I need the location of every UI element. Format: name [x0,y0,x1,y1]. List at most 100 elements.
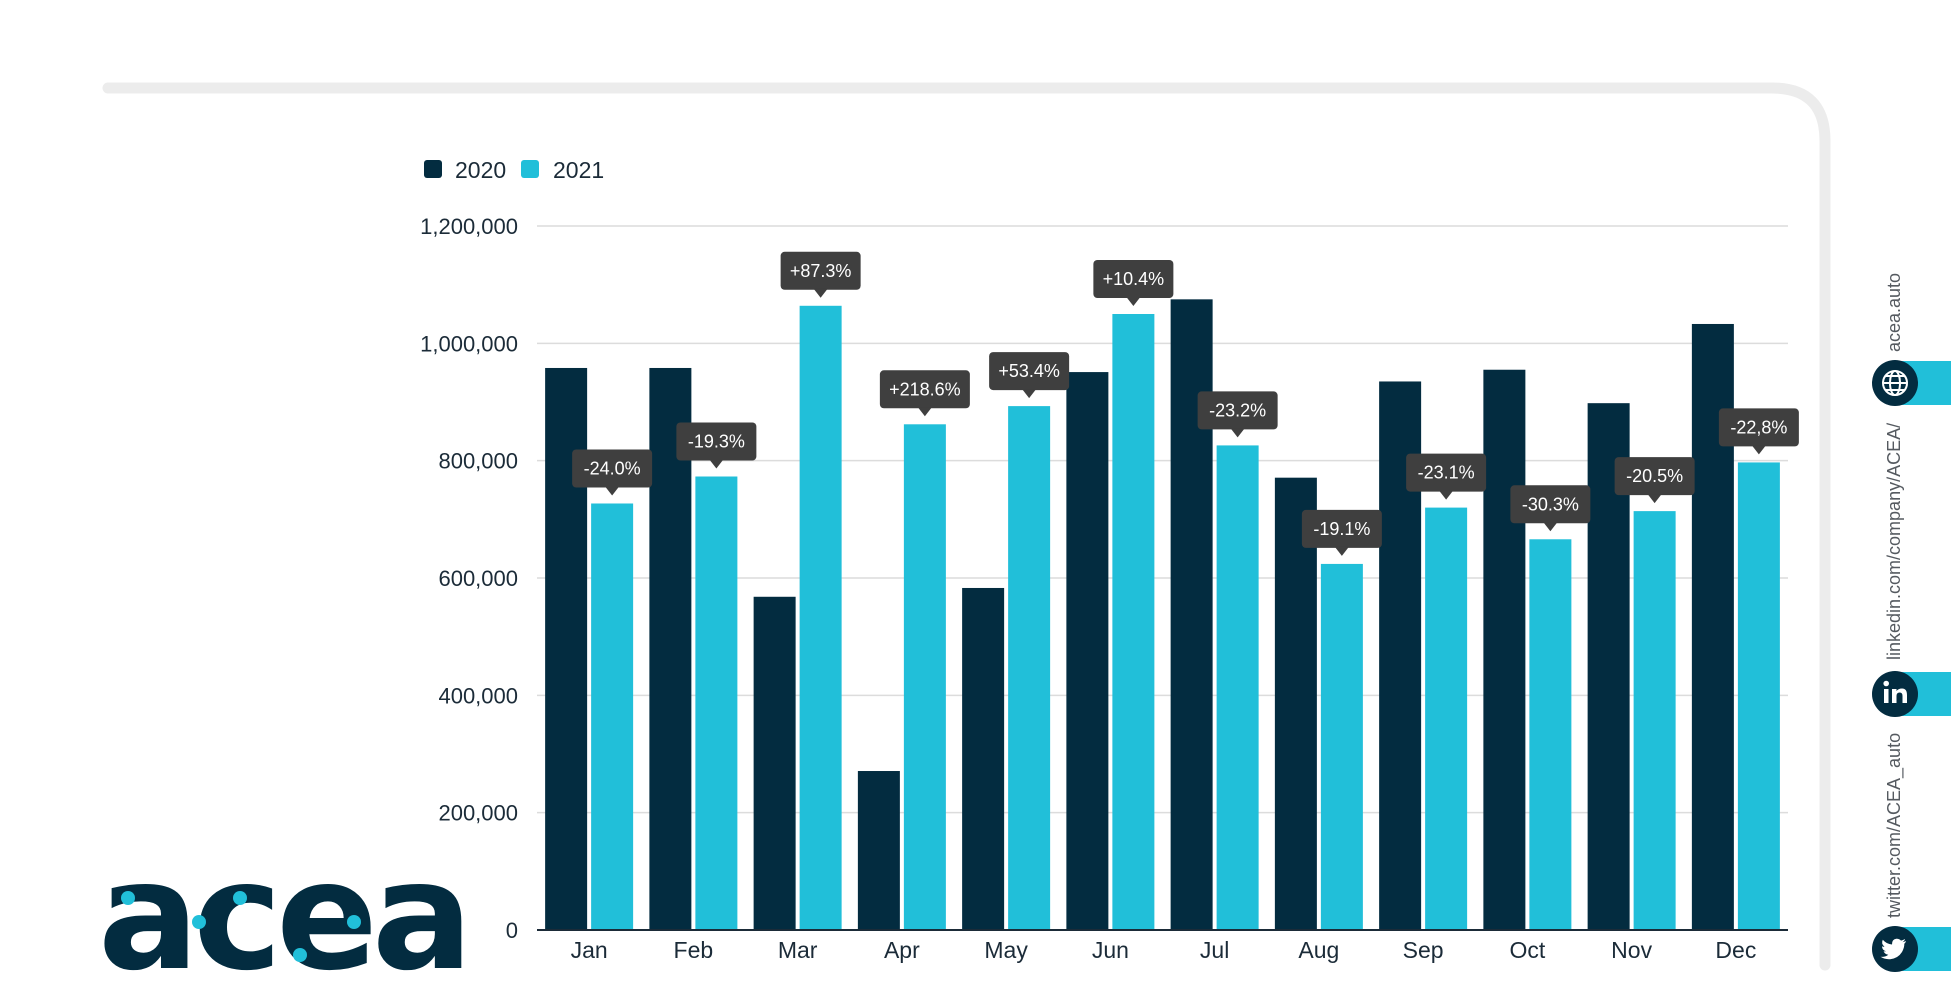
callout-label: -23.2% [1209,400,1266,420]
y-tick-label: 1,000,000 [420,331,518,356]
callout-label: -24.0% [584,458,641,478]
change-callout: -19.1% [1301,509,1382,556]
bar-2020-may [962,587,1005,930]
change-callout: +10.4% [1093,260,1174,306]
callout-box [780,251,861,290]
x-tick-label: Nov [1611,937,1652,963]
callout-label: -23.1% [1418,463,1475,483]
linkedin-icon [1883,680,1907,703]
bar-2021-jan [591,503,634,930]
callout-pointer [1647,494,1662,504]
y-tick-label: 0 [506,918,518,943]
grid-lines [537,225,1788,814]
logo-wordmark: acea [98,830,467,1002]
change-callout: -20.5% [1614,457,1695,504]
callout-pointer [605,486,620,496]
change-callout: -23.1% [1406,453,1487,500]
bar-2021-apr [903,424,946,930]
callout-box [989,352,1070,391]
bar-2021-dec [1737,462,1780,930]
card-frame [102,82,1831,971]
y-tick-label: 600,000 [438,566,518,591]
logo-dot [293,948,307,962]
callout-pointer [917,407,932,417]
x-tick-label: Jul [1200,937,1229,963]
callout-label: +10.4% [1103,269,1165,289]
x-tick-label: Aug [1298,937,1339,963]
y-tick-label: 1,200,000 [420,214,518,239]
bar-2020-aug [1274,477,1317,930]
twitter-label[interactable]: twitter.com/ACEA_auto [1884,733,1905,918]
bar-2021-oct [1529,539,1572,930]
callout-pointer [813,288,828,298]
callout-label: -19.3% [688,432,745,452]
bar-2021-feb [695,476,738,930]
x-axis-labels: Jan Feb Mar Apr May Jun Jul Aug Sep Oct Nov Dec [571,937,1757,963]
callout-pointer [1439,490,1454,500]
change-callout: +218.6% [879,370,970,417]
logo-dot [233,891,247,905]
callout-label: -19.1% [1313,519,1370,539]
x-tick-label: Jan [571,937,608,963]
callout-box [1301,509,1382,548]
callout-box [572,449,653,488]
bar-2020-jun [1066,372,1109,931]
change-callout: +53.4% [989,352,1070,399]
callout-box [676,422,757,461]
linkedin-label[interactable]: linkedin.com/company/ACEA/ [1884,423,1904,660]
callout-label: +53.4% [998,361,1060,381]
callout-box [1718,408,1799,447]
y-axis-ticks: 0 200,000 400,000 600,000 800,000 1,000,000 1,… [420,214,518,943]
x-tick-label: Feb [674,937,714,963]
callout-label: +87.3% [790,261,852,281]
x-tick-label: Sep [1403,937,1444,963]
bar-series [545,299,1780,931]
x-tick-label: Apr [884,937,920,963]
logo-dot [347,915,361,929]
callout-label: -20.5% [1626,466,1683,486]
y-tick-label: 800,000 [438,449,518,474]
callout-box [1614,457,1695,496]
y-tick-label: 400,000 [438,683,518,708]
callout-label: +218.6% [889,379,961,399]
twitter-icon [1880,938,1906,960]
callout-box [1510,485,1591,524]
callout-pointer [1543,522,1558,532]
bar-2021-nov [1633,511,1676,930]
x-tick-label: Mar [778,937,818,963]
callout-pointer [1751,445,1766,455]
bar-2020-feb [649,367,692,930]
logo-dot [192,915,206,929]
logo-dot [121,891,135,905]
callout-pointer [709,459,724,469]
change-callout: +87.3% [780,251,861,298]
bar-2020-oct [1483,369,1526,930]
bar-2020-mar [753,596,796,930]
globe-icon [1882,370,1908,396]
callout-pointer [1230,428,1245,438]
x-tick-label: Oct [1509,937,1545,963]
acea-logo: acea [98,830,473,1002]
change-callout: -24.0% [572,449,653,496]
callout-box [1406,453,1487,492]
bar-2021-jul [1216,445,1259,930]
website-label[interactable]: acea.auto [1884,273,1904,352]
change-callout: -30.3% [1510,485,1591,532]
bar-2020-apr [857,771,900,930]
legend: 2020 2021 [424,157,604,183]
y-tick-label: 200,000 [438,801,518,826]
callout-pointer [1022,389,1037,399]
x-tick-label: Jun [1092,937,1129,963]
legend-swatch-2020 [424,160,442,178]
legend-label-2021: 2021 [553,157,604,183]
callout-box [1197,391,1278,430]
bar-2021-mar [799,305,842,931]
bar-2021-aug [1320,563,1363,930]
social-strip: acea.auto linkedin.com/company/ACEA/ twi… [1872,273,1951,972]
x-tick-label: Dec [1715,937,1756,963]
callout-label: -30.3% [1522,494,1579,514]
callout-pointer [1126,297,1141,306]
legend-swatch-2021 [521,160,539,178]
callout-box [1093,260,1174,298]
